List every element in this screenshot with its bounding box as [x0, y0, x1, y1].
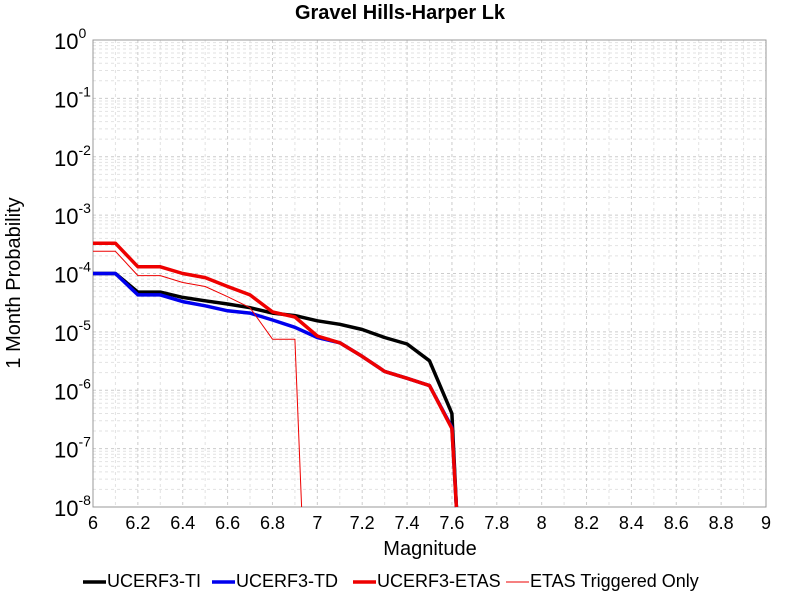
- y-tick-label: 10-3: [54, 200, 91, 229]
- x-tick-label: 6.2: [125, 513, 150, 533]
- y-tick-label: 10-5: [54, 317, 91, 346]
- chart-title: Gravel Hills-Harper Lk: [295, 2, 506, 24]
- y-tick-label: 10-8: [54, 492, 91, 521]
- y-tick-label: 10-6: [54, 375, 91, 404]
- x-tick-label: 8.2: [574, 513, 599, 533]
- legend-label: UCERF3-ETAS: [377, 571, 501, 591]
- x-tick-label: 6.6: [215, 513, 240, 533]
- y-tick-label: 10-2: [54, 142, 91, 171]
- legend: UCERF3-TI UCERF3-TD UCERF3-ETAS ETAS Trigge…: [83, 571, 699, 591]
- y-tick-label: 10-4: [54, 259, 91, 288]
- legend-label: UCERF3-TD: [236, 571, 338, 591]
- x-tick-label: 8.6: [664, 513, 689, 533]
- series-group: [93, 241, 459, 508]
- series-line-3: [93, 241, 459, 508]
- axes: 6 6.2 6.4 6.6 6.8 7 7.2 7.4 7.6 7.8 8 8.2 8.4 8.6 8.8 9…: [54, 25, 771, 533]
- x-tick-label: 7: [312, 513, 322, 533]
- x-axis-title: Magnitude: [383, 538, 476, 560]
- x-tick-label: 6.8: [260, 513, 285, 533]
- y-tick-label: 10-7: [54, 434, 91, 463]
- y-axis-title: 1 Month Probability: [3, 197, 25, 368]
- x-tick-label: 6: [88, 513, 98, 533]
- x-tick-label: 8.8: [709, 513, 734, 533]
- x-tick-label: 7.4: [395, 513, 420, 533]
- legend-label: ETAS Triggered Only: [530, 571, 699, 591]
- grid: [92, 40, 767, 508]
- x-tick-label: 8.4: [619, 513, 644, 533]
- x-tick-label: 7.2: [350, 513, 375, 533]
- x-tick-label: 8: [537, 513, 547, 533]
- series-line-4: [93, 250, 303, 508]
- legend-label: UCERF3-TI: [107, 571, 201, 591]
- x-tick-label: 6.4: [170, 513, 195, 533]
- x-tick-label: 9: [761, 513, 771, 533]
- x-tick-label: 7.6: [439, 513, 464, 533]
- y-tick-label: 100: [54, 25, 86, 54]
- y-tick-label: 10-1: [54, 83, 91, 112]
- x-tick-label: 7.8: [484, 513, 509, 533]
